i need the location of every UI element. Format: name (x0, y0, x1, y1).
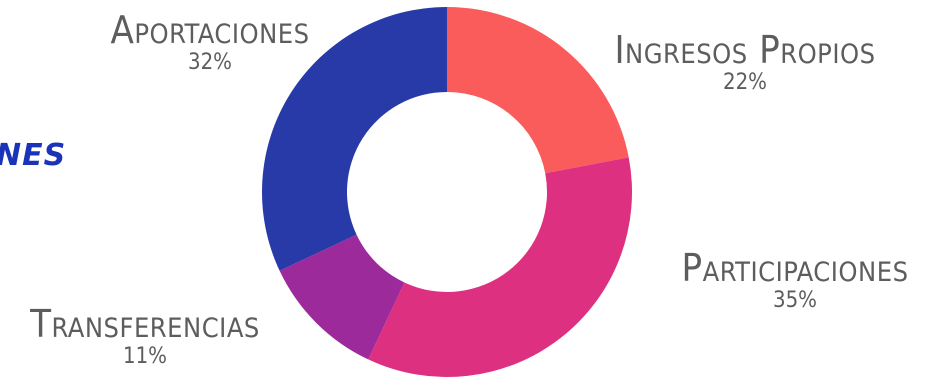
slice-percent-ingresos-propios: 22% (723, 70, 767, 95)
slice-participaciones (368, 157, 632, 377)
slice-aportaciones (262, 7, 447, 271)
chart-title-fragment: NES (0, 138, 67, 173)
slice-percent-participaciones: 35% (773, 288, 817, 313)
slice-name-ingresos-propios: Ingresos Propios (614, 28, 876, 72)
slice-label-ingresos-propios: Ingresos Propios 22% (600, 30, 890, 96)
slice-percent-aportaciones: 32% (188, 50, 232, 75)
slice-name-transferencias: Transferencias (30, 302, 260, 346)
slice-ingresos-propios (447, 7, 629, 174)
donut-slices (262, 7, 632, 377)
slice-label-aportaciones: Aportaciones 32% (95, 10, 325, 76)
slice-transferencias (279, 234, 405, 360)
slice-label-transferencias: Transferencias 11% (10, 304, 280, 370)
slice-label-participaciones: Participaciones 35% (645, 248, 945, 314)
slice-name-participaciones: Participaciones (681, 246, 909, 290)
slice-name-aportaciones: Aportaciones (110, 8, 310, 52)
slice-percent-transferencias: 11% (123, 344, 167, 369)
